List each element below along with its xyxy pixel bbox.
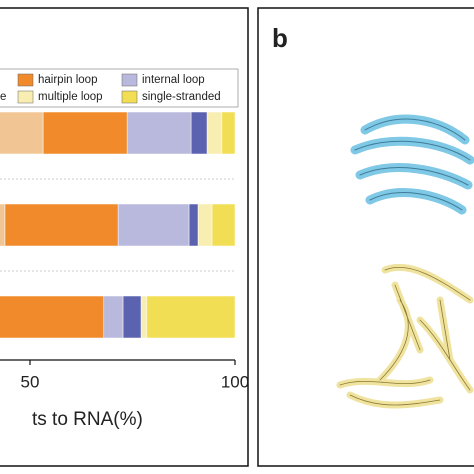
legend-frame — [0, 68, 239, 108]
rna-structure — [336, 114, 474, 409]
x-axis-label: ts to RNA(%) — [32, 409, 143, 430]
bar-segment — [117, 203, 190, 247]
legend-label: e — [0, 91, 6, 103]
legend-swatch — [17, 90, 34, 104]
right-panel-frame — [257, 7, 474, 467]
bar-segment — [0, 295, 105, 339]
bar-segment — [197, 203, 213, 247]
bar-segment — [0, 111, 44, 155]
legend-label: single-stranded — [142, 91, 221, 103]
legend-swatch — [17, 73, 34, 87]
bar-segment — [188, 203, 199, 247]
legend-label: internal loop — [142, 74, 205, 86]
bar-segment — [211, 203, 236, 247]
legend-label: hairpin loop — [38, 74, 97, 86]
bar-segment — [42, 111, 128, 155]
bar-segment — [221, 111, 236, 155]
bar-segment — [206, 111, 223, 155]
left-panel-frame — [0, 7, 249, 467]
legend-swatch — [121, 90, 138, 104]
bar-segment — [140, 295, 148, 339]
bar-segment — [126, 111, 192, 155]
bar-segment — [103, 295, 124, 339]
panel-label: b — [272, 23, 288, 53]
legend-label: multiple loop — [38, 91, 103, 103]
legend-swatch — [121, 73, 138, 87]
x-tick-label: 50 — [21, 372, 40, 391]
bar-segment — [122, 295, 142, 339]
bar-segment — [0, 203, 6, 247]
bar-segment — [4, 203, 119, 247]
bar-segment — [146, 295, 236, 339]
x-tick-label: 100 — [221, 372, 249, 391]
bar-segment — [190, 111, 208, 155]
